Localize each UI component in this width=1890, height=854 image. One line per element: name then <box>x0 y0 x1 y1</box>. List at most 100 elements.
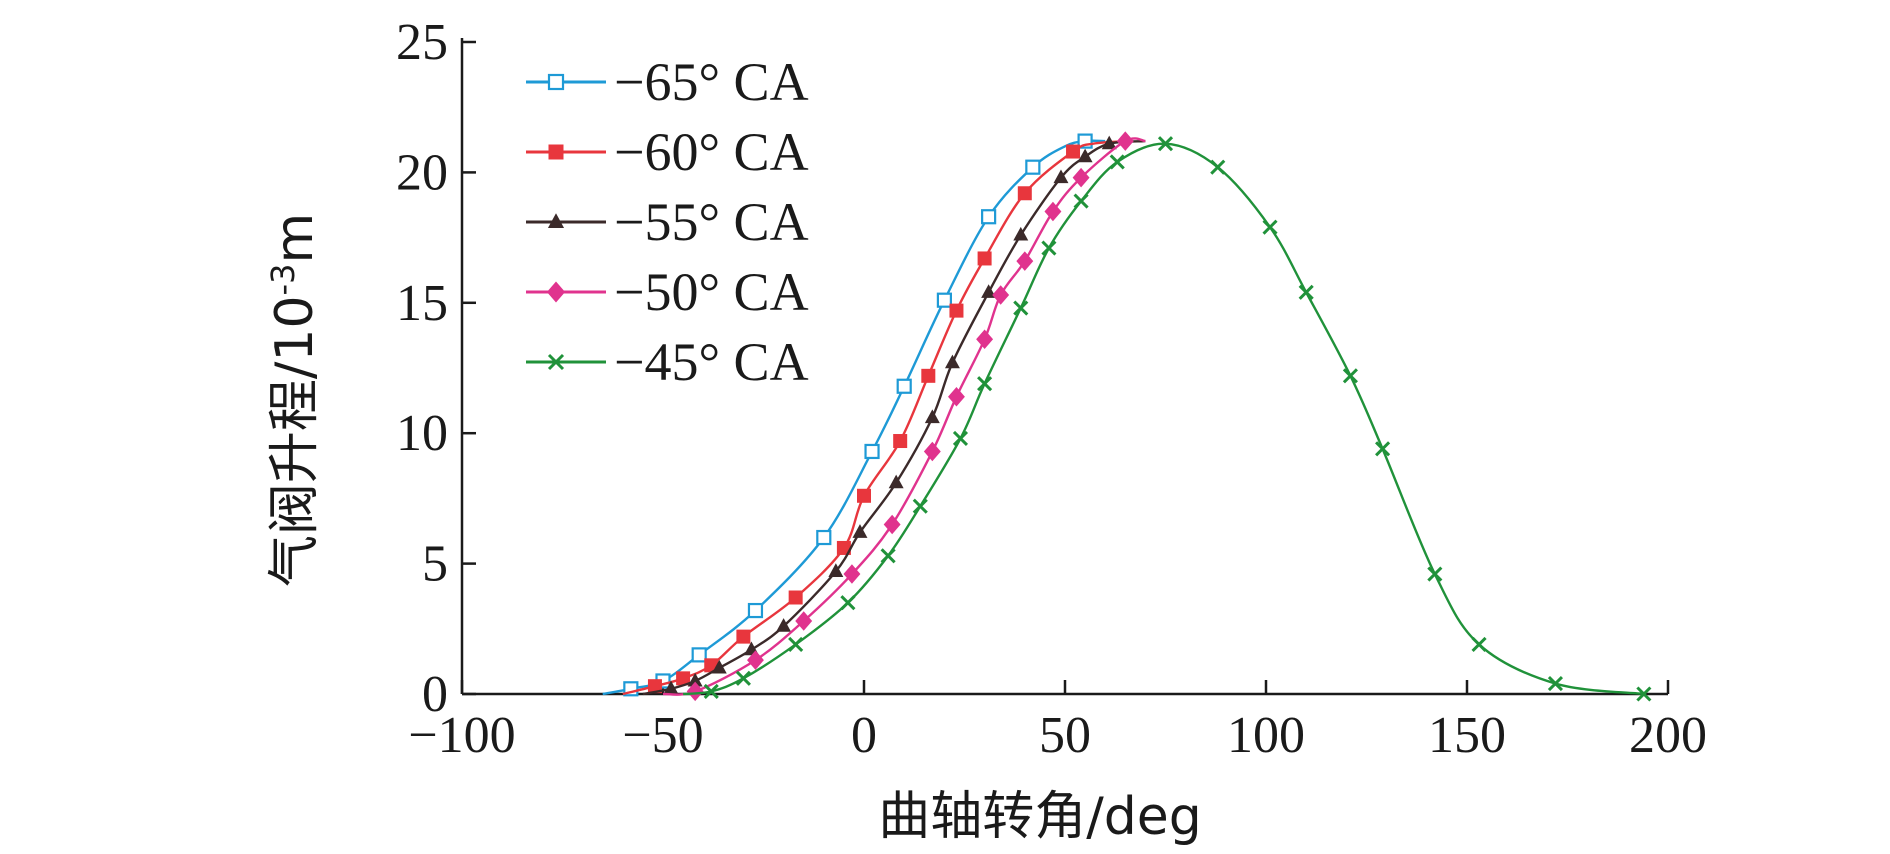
series-marker <box>1116 131 1134 151</box>
series-marker <box>981 284 997 298</box>
series-marker <box>1017 186 1032 201</box>
series-marker <box>840 595 856 611</box>
series-marker <box>952 430 969 446</box>
series-4 <box>662 131 1146 702</box>
series-marker <box>1077 148 1093 163</box>
series-marker-stroke <box>788 636 804 653</box>
x-axis-title: 曲轴转角/deg <box>878 787 1202 847</box>
series-marker <box>711 659 727 674</box>
series-marker <box>1471 636 1487 653</box>
series-marker <box>687 672 703 687</box>
x-tick-label: −50 <box>622 707 703 764</box>
series-marker <box>816 529 832 546</box>
series-marker-stroke <box>735 670 751 686</box>
y-tick-label: 25 <box>396 14 448 71</box>
series-marker <box>912 498 928 514</box>
series-marker <box>1044 201 1062 222</box>
series-marker <box>857 488 871 503</box>
series-marker <box>944 354 960 369</box>
series-marker <box>547 73 565 91</box>
series-marker <box>949 303 964 318</box>
series-marker <box>735 670 751 686</box>
series-marker <box>1109 154 1125 170</box>
series-marker <box>548 144 564 160</box>
series-marker <box>1016 251 1034 271</box>
series-marker-stroke <box>1547 676 1564 692</box>
y-axis-ticks: 0 5 10 15 20 25 <box>396 14 476 723</box>
series-marker <box>893 434 908 449</box>
series-marker <box>546 281 566 303</box>
x-axis-ticks: −100 −50 0 50 100 150 200 <box>408 680 1707 764</box>
series-marker <box>703 683 719 699</box>
series-marker <box>888 474 904 489</box>
series-marker <box>691 647 707 663</box>
series-marker <box>976 329 994 350</box>
x-tick-label: 100 <box>1227 707 1305 764</box>
series-marker <box>1427 566 1443 582</box>
series-marker <box>948 386 965 407</box>
series-marker-stroke <box>703 683 719 699</box>
x-tick-label: 0 <box>851 707 877 764</box>
y-axis-title-main: 气阀升程/10 <box>265 295 325 587</box>
y-tick-label: 15 <box>396 275 448 332</box>
series-marker <box>1547 676 1564 692</box>
series-marker <box>921 368 936 383</box>
series-marker <box>1157 136 1174 152</box>
series-marker <box>1210 159 1226 175</box>
series-marker <box>736 629 751 644</box>
series-marker-stroke <box>547 353 565 371</box>
series-marker <box>1041 240 1057 256</box>
series-marker <box>1101 135 1117 150</box>
series-marker-stroke <box>1041 240 1057 256</box>
series-marker-stroke <box>1157 136 1174 152</box>
series-marker <box>1342 368 1358 384</box>
legend-label: −45° CA <box>614 332 809 392</box>
series-marker <box>864 443 880 460</box>
y-axis-title-superscript: -3 <box>264 264 302 296</box>
legend-item: −60° CA <box>526 122 809 182</box>
series-5 <box>682 136 1652 702</box>
series-layer <box>602 131 1652 702</box>
series-marker <box>1636 686 1652 702</box>
x-tick-label: −100 <box>408 707 515 764</box>
legend-item: −65° CA <box>526 52 809 112</box>
series-marker <box>977 376 993 392</box>
series-marker <box>663 680 679 695</box>
series-marker-stroke <box>1210 159 1226 175</box>
y-tick-label: 10 <box>396 405 448 462</box>
series-marker-stroke <box>1013 300 1029 316</box>
series-marker <box>547 353 565 371</box>
series-marker <box>896 378 912 394</box>
x-tick-label: 150 <box>1428 707 1506 764</box>
series-marker-stroke <box>1342 368 1358 384</box>
series-marker <box>686 681 704 702</box>
series-marker <box>992 285 1010 305</box>
series-marker <box>1025 159 1041 175</box>
series-marker-stroke <box>1262 219 1278 235</box>
series-marker <box>1262 219 1278 235</box>
series-marker <box>923 441 941 462</box>
series-marker-stroke <box>1427 566 1443 582</box>
y-axis-title-unit: m <box>265 213 325 264</box>
legend-label: −55° CA <box>614 192 809 252</box>
series-marker <box>547 213 565 228</box>
series-3 <box>642 135 1146 696</box>
series-marker <box>977 251 992 266</box>
series-marker-stroke <box>1636 686 1652 702</box>
series-marker <box>788 636 804 653</box>
legend: −65° CA −60° CA −55° CA −50° CA −45° CA <box>526 52 809 392</box>
series-marker <box>843 564 861 584</box>
series-marker <box>1072 167 1090 188</box>
series-line <box>662 137 1146 696</box>
x-tick-label: 50 <box>1039 707 1091 764</box>
series-marker-stroke <box>1375 441 1391 457</box>
series-marker <box>776 618 792 632</box>
legend-item: −45° CA <box>526 332 809 392</box>
series-marker <box>981 209 997 225</box>
series-marker <box>1013 226 1029 241</box>
x-tick-label: 200 <box>1629 707 1707 764</box>
series-marker-stroke <box>977 376 993 392</box>
series-marker-stroke <box>840 595 856 611</box>
series-marker <box>1073 193 1089 209</box>
